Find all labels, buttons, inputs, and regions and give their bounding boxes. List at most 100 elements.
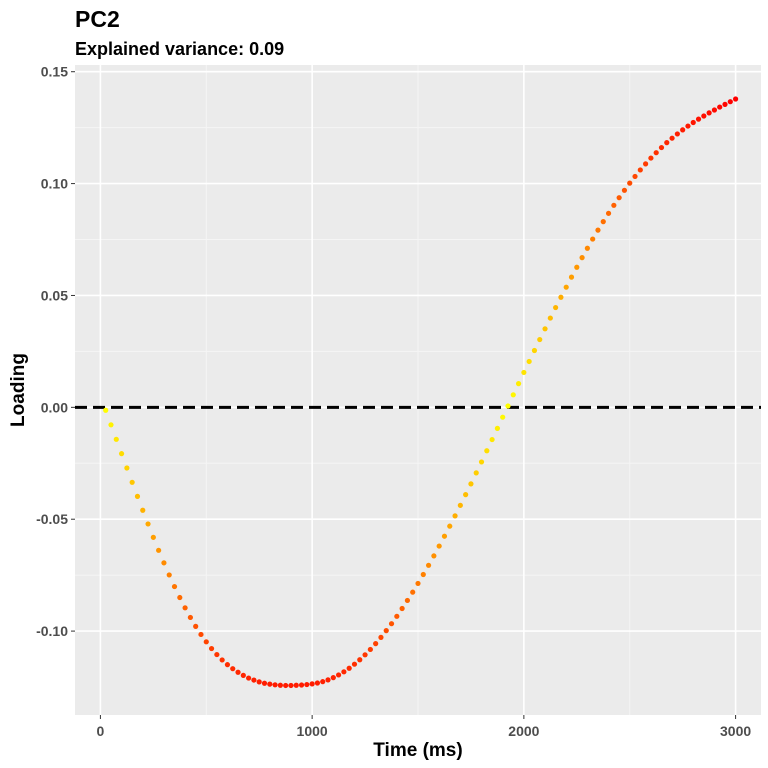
y-tick-label: -0.10: [36, 623, 68, 639]
data-point: [113, 436, 119, 442]
data-point: [632, 173, 638, 180]
y-axis-title: Loading: [8, 353, 29, 427]
data-point: [404, 597, 411, 604]
data-point: [669, 135, 675, 141]
data-point: [664, 140, 670, 146]
data-point: [214, 651, 220, 658]
data-point: [208, 645, 215, 652]
data-point: [732, 96, 739, 102]
data-point: [198, 631, 204, 638]
data-point: [510, 392, 516, 398]
x-tick-label: 3000: [720, 723, 751, 739]
data-point: [283, 682, 289, 689]
data-point: [537, 336, 543, 343]
data-point: [690, 119, 696, 126]
y-tick-label: 0.15: [41, 64, 68, 80]
data-point: [261, 680, 268, 686]
data-point: [568, 274, 575, 280]
data-point: [695, 116, 702, 122]
data-point: [643, 161, 649, 167]
data-point: [336, 672, 342, 678]
data-point: [383, 628, 389, 634]
data-point: [394, 613, 400, 619]
data-point: [304, 681, 310, 688]
data-point: [420, 571, 426, 578]
data-point: [256, 679, 262, 685]
data-point: [595, 227, 601, 233]
data-point: [357, 657, 363, 663]
data-point: [621, 187, 628, 193]
data-point: [648, 155, 654, 161]
data-point: [399, 605, 405, 612]
data-point: [701, 113, 707, 119]
data-point: [706, 110, 712, 116]
chart-subtitle: Explained variance: 0.09: [75, 39, 284, 59]
data-point: [378, 634, 384, 640]
x-axis-ticks: 0 1000 2000 3000: [97, 715, 751, 739]
data-point: [309, 681, 315, 687]
data-point: [574, 264, 580, 270]
y-axis-ticks: -0.10 -0.05 0.00 0.05 0.10 0.15: [36, 64, 75, 639]
data-point: [457, 502, 463, 508]
y-tick-label: 0.05: [41, 287, 68, 303]
x-tick-label: 1000: [297, 723, 328, 739]
data-point: [134, 493, 141, 499]
data-point: [156, 547, 162, 553]
data-point: [463, 492, 469, 498]
data-point: [140, 507, 146, 513]
data-point: [553, 304, 559, 311]
data-point: [727, 99, 733, 105]
data-point: [653, 150, 659, 156]
data-point: [447, 523, 453, 529]
data-point: [288, 682, 294, 689]
data-point: [711, 107, 718, 113]
data-point: [272, 682, 278, 688]
data-point: [346, 665, 352, 671]
data-point: [441, 533, 448, 539]
data-point: [494, 425, 500, 431]
data-point: [362, 652, 368, 658]
data-point: [351, 661, 358, 667]
data-point: [150, 534, 156, 540]
data-point: [515, 381, 522, 387]
data-point: [547, 315, 553, 321]
data-point: [637, 167, 643, 173]
data-point: [219, 657, 225, 663]
data-point: [425, 562, 432, 568]
data-point: [203, 639, 209, 645]
data-point: [145, 521, 151, 527]
data-point: [436, 543, 442, 549]
data-point: [478, 459, 485, 465]
data-point: [182, 605, 188, 611]
data-point: [341, 669, 347, 675]
data-point: [600, 219, 606, 225]
data-point: [118, 451, 125, 457]
data-point: [108, 422, 114, 428]
data-point: [240, 672, 246, 678]
chart-title: PC2: [75, 6, 120, 32]
data-point: [415, 580, 421, 587]
y-tick-label: -0.05: [36, 511, 68, 527]
data-point: [166, 572, 172, 578]
data-point: [235, 669, 241, 675]
data-point: [129, 479, 135, 485]
data-point: [605, 210, 612, 216]
y-tick-label: 0.10: [41, 176, 68, 192]
data-point: [717, 104, 723, 110]
data-point: [484, 448, 490, 454]
data-point: [224, 662, 231, 668]
data-point: [584, 245, 590, 251]
data-point: [230, 666, 236, 672]
data-point: [320, 679, 326, 685]
data-point: [277, 682, 283, 688]
data-point: [314, 680, 321, 686]
data-point: [187, 614, 193, 621]
data-point: [177, 594, 183, 601]
data-point: [293, 682, 299, 688]
data-point: [367, 646, 373, 653]
data-point: [685, 123, 691, 129]
data-point: [251, 677, 257, 683]
data-point: [658, 144, 665, 151]
x-tick-label: 0: [97, 723, 105, 739]
